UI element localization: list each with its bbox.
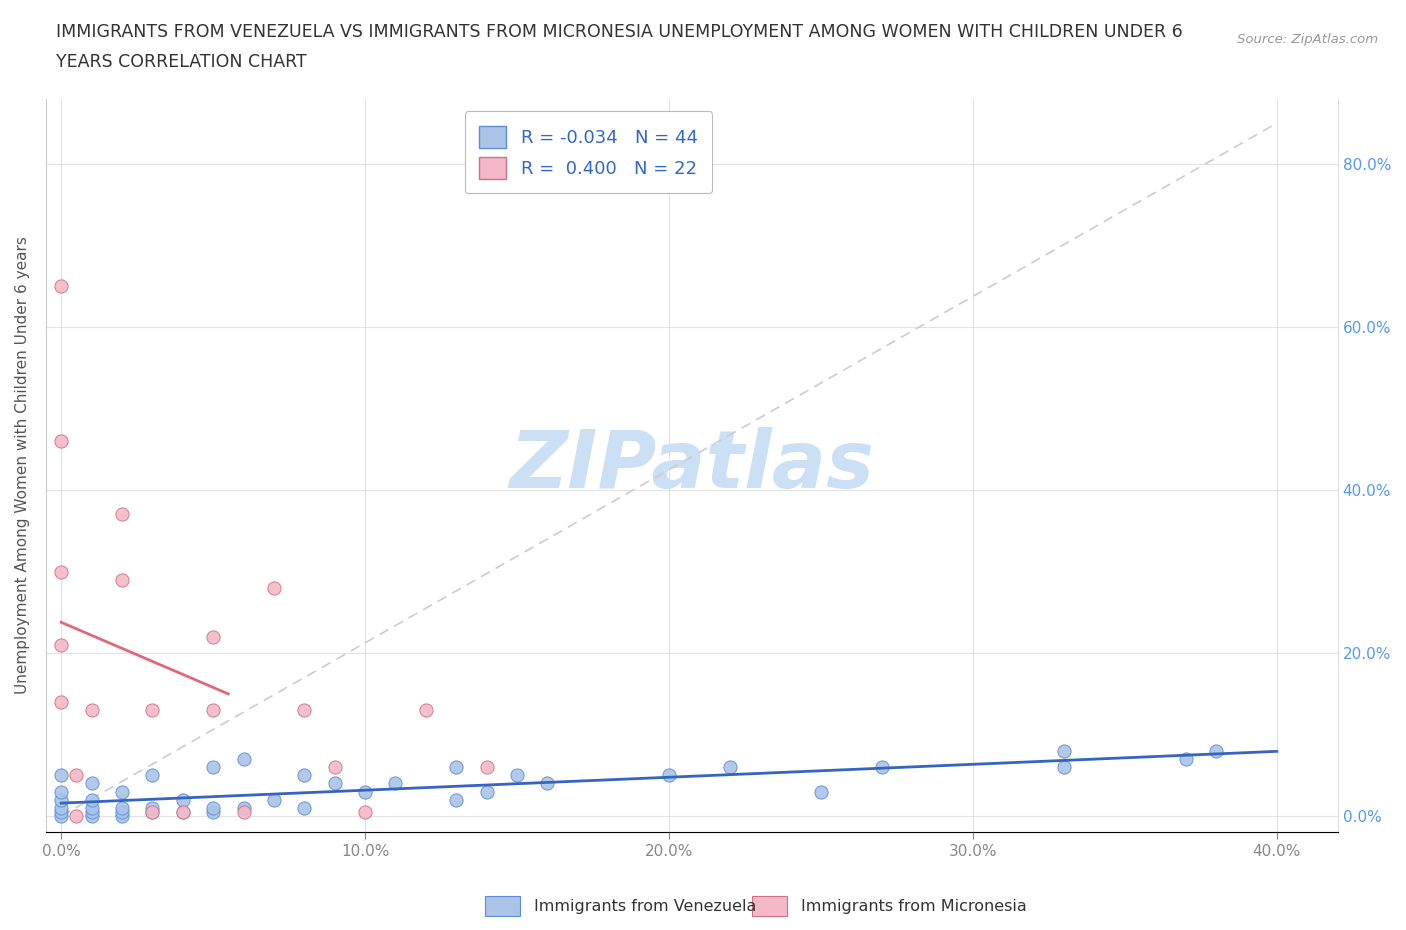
Point (80, 801, 103, 816)
Point (810, 784, 832, 799)
Point (51, 784, 73, 799)
Point (323, 760, 346, 775)
Point (51, 768, 73, 783)
Point (80, 776, 103, 790)
Point (415, 703, 437, 718)
Point (172, 804, 194, 819)
Point (141, 804, 163, 819)
Point (202, 703, 225, 718)
Point (111, 572, 134, 587)
Point (51, 792, 73, 807)
Point (51, 565, 73, 579)
Point (141, 768, 163, 783)
Point (141, 801, 163, 816)
Point (111, 507, 134, 522)
Point (446, 792, 468, 807)
Point (1053, 743, 1076, 758)
Point (65, 809, 87, 824)
Point (232, 801, 254, 816)
Point (202, 760, 225, 775)
Point (475, 784, 498, 799)
Point (80, 804, 103, 819)
Point (51, 279, 73, 294)
Point (51, 433, 73, 448)
Point (51, 804, 73, 819)
Point (354, 804, 377, 819)
Point (354, 784, 377, 799)
Point (292, 768, 315, 783)
Point (141, 804, 163, 819)
Point (202, 804, 225, 819)
Point (1174, 751, 1197, 766)
Point (80, 703, 103, 718)
Point (51, 801, 73, 816)
Point (446, 760, 468, 775)
Text: YEARS CORRELATION CHART: YEARS CORRELATION CHART (56, 53, 307, 71)
Point (292, 801, 315, 816)
Point (172, 792, 194, 807)
Point (172, 804, 194, 819)
Point (80, 809, 103, 824)
Point (1205, 743, 1227, 758)
Point (202, 801, 225, 816)
Point (232, 751, 254, 766)
Text: IMMIGRANTS FROM VENEZUELA VS IMMIGRANTS FROM MICRONESIA UNEMPLOYMENT AMONG WOMEN: IMMIGRANTS FROM VENEZUELA VS IMMIGRANTS … (56, 23, 1182, 41)
Point (202, 630, 225, 644)
Point (111, 801, 134, 816)
Point (1053, 760, 1076, 775)
Point (80, 792, 103, 807)
Legend: R = -0.034   N = 44, R =  0.400   N = 22: R = -0.034 N = 44, R = 0.400 N = 22 (465, 112, 713, 193)
Point (292, 703, 315, 718)
Point (384, 776, 406, 790)
Text: Immigrants from Venezuela: Immigrants from Venezuela (534, 899, 756, 914)
Point (111, 784, 134, 799)
Point (51, 695, 73, 710)
Text: ZIPatlas: ZIPatlas (509, 427, 875, 505)
Point (141, 703, 163, 718)
Text: Source: ZipAtlas.com: Source: ZipAtlas.com (1237, 33, 1378, 46)
Point (870, 760, 893, 775)
Point (111, 809, 134, 824)
Point (536, 776, 558, 790)
Point (506, 768, 529, 783)
Point (51, 809, 73, 824)
Y-axis label: Unemployment Among Women with Children Under 6 years: Unemployment Among Women with Children U… (15, 236, 30, 695)
Text: Immigrants from Micronesia: Immigrants from Micronesia (801, 899, 1028, 914)
Point (475, 760, 498, 775)
Point (658, 768, 681, 783)
Point (111, 804, 134, 819)
Point (718, 760, 741, 775)
Point (232, 804, 254, 819)
Point (323, 776, 346, 790)
Point (263, 580, 285, 595)
Point (263, 792, 285, 807)
Point (51, 637, 73, 652)
Point (65, 768, 87, 783)
